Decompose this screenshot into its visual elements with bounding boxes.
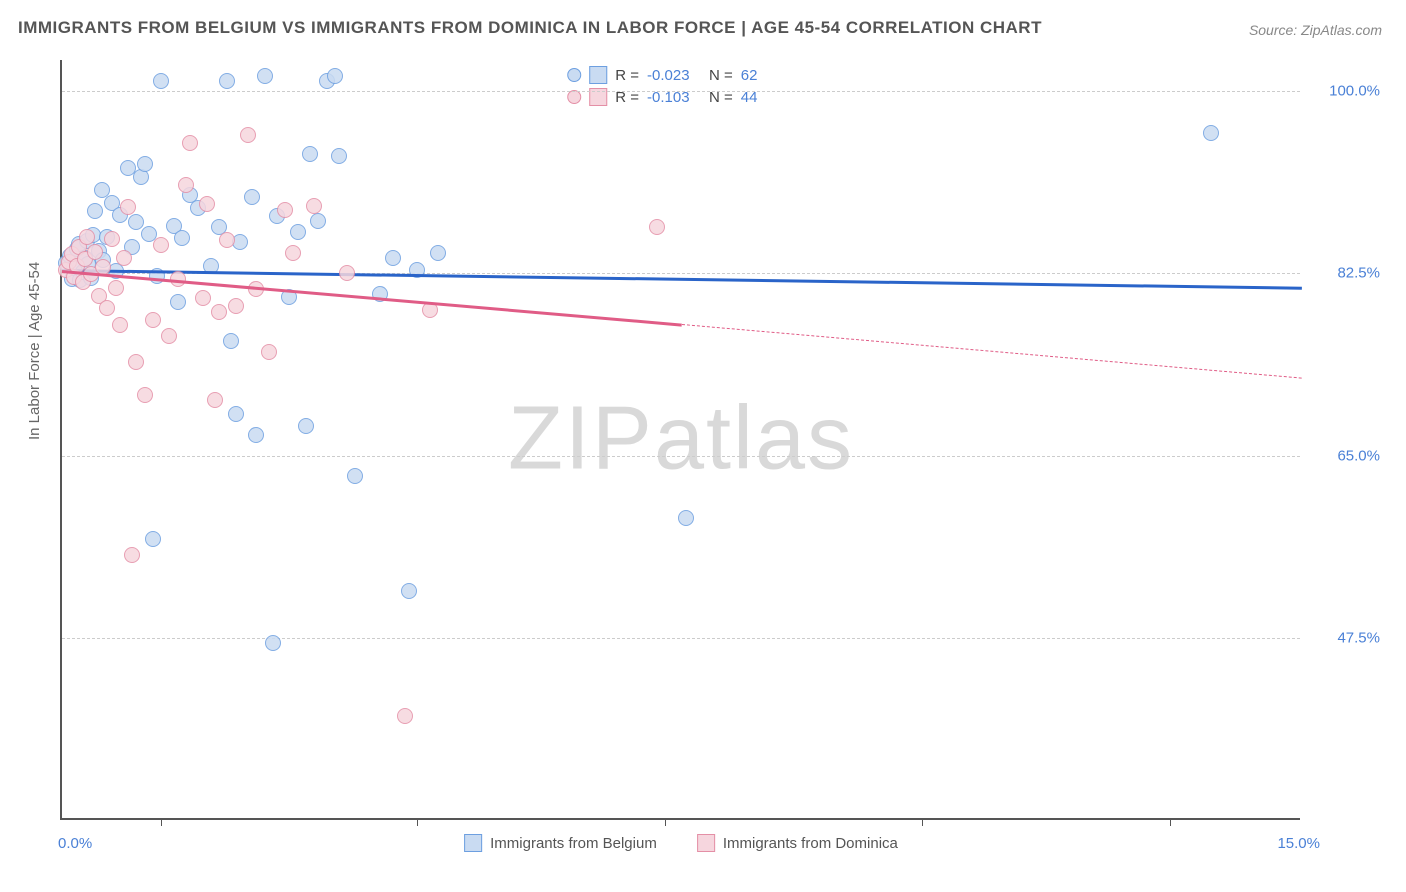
watermark-bold: ZIP bbox=[508, 389, 654, 489]
data-point bbox=[649, 219, 665, 235]
plot-area: ZIPatlas R =-0.023N =62R =-0.103N =44 Im… bbox=[60, 60, 1300, 820]
data-point bbox=[261, 344, 277, 360]
y-tick-label: 65.0% bbox=[1310, 447, 1380, 464]
watermark: ZIPatlas bbox=[508, 388, 854, 491]
legend-series-item: Immigrants from Belgium bbox=[464, 834, 657, 852]
gridline bbox=[62, 91, 1300, 92]
data-point bbox=[207, 392, 223, 408]
data-point bbox=[112, 317, 128, 333]
legend-square-icon bbox=[589, 66, 607, 84]
data-point bbox=[430, 245, 446, 261]
data-point bbox=[153, 73, 169, 89]
y-axis-label: In Labor Force | Age 45-54 bbox=[26, 262, 43, 440]
data-point bbox=[170, 294, 186, 310]
data-point bbox=[137, 156, 153, 172]
data-point bbox=[87, 244, 103, 260]
data-point bbox=[79, 229, 95, 245]
data-point bbox=[248, 427, 264, 443]
data-point bbox=[87, 203, 103, 219]
legend-series-item: Immigrants from Dominica bbox=[697, 834, 898, 852]
data-point bbox=[257, 68, 273, 84]
gridline bbox=[62, 638, 1300, 639]
legend-series-label: Immigrants from Belgium bbox=[490, 835, 657, 852]
data-point bbox=[228, 406, 244, 422]
chart-title: IMMIGRANTS FROM BELGIUM VS IMMIGRANTS FR… bbox=[18, 18, 1042, 38]
data-point bbox=[124, 547, 140, 563]
data-point bbox=[1203, 125, 1219, 141]
data-point bbox=[145, 312, 161, 328]
data-point bbox=[302, 146, 318, 162]
source-prefix: Source: bbox=[1249, 22, 1301, 38]
n-value: 62 bbox=[741, 67, 795, 84]
legend-stat-row: R =-0.103N =44 bbox=[567, 86, 795, 108]
data-point bbox=[161, 328, 177, 344]
n-label: N = bbox=[709, 67, 733, 84]
data-point bbox=[401, 583, 417, 599]
data-point bbox=[182, 135, 198, 151]
data-point bbox=[128, 354, 144, 370]
data-point bbox=[145, 531, 161, 547]
data-point bbox=[244, 189, 260, 205]
data-point bbox=[219, 73, 235, 89]
data-point bbox=[240, 127, 256, 143]
y-tick-label: 82.5% bbox=[1310, 265, 1380, 282]
data-point bbox=[108, 280, 124, 296]
data-point bbox=[285, 245, 301, 261]
legend-square-icon bbox=[697, 834, 715, 852]
data-point bbox=[347, 468, 363, 484]
data-point bbox=[178, 177, 194, 193]
data-point bbox=[385, 250, 401, 266]
data-point bbox=[277, 202, 293, 218]
legend-stats: R = -0.023 N = 62 R =-0.103N =44 bbox=[559, 60, 803, 112]
legend-series-label: Immigrants from Dominica bbox=[723, 835, 898, 852]
data-point bbox=[153, 237, 169, 253]
data-point bbox=[298, 418, 314, 434]
data-point bbox=[265, 635, 281, 651]
x-tick bbox=[1170, 818, 1171, 826]
gridline bbox=[62, 456, 1300, 457]
data-point bbox=[397, 708, 413, 724]
data-point bbox=[219, 232, 235, 248]
legend-stat-row: R = -0.023 N = 62 bbox=[567, 64, 795, 86]
source-link[interactable]: ZipAtlas.com bbox=[1301, 22, 1382, 38]
data-point bbox=[228, 298, 244, 314]
data-point bbox=[310, 213, 326, 229]
y-tick-label: 100.0% bbox=[1310, 83, 1380, 100]
data-point bbox=[306, 198, 322, 214]
regression-line bbox=[682, 324, 1302, 379]
legend-series: Immigrants from Belgium Immigrants from D… bbox=[464, 834, 898, 852]
watermark-thin: atlas bbox=[654, 389, 854, 489]
x-tick bbox=[417, 818, 418, 826]
x-tick bbox=[922, 818, 923, 826]
legend-marker-icon bbox=[567, 68, 581, 82]
data-point bbox=[331, 148, 347, 164]
data-point bbox=[116, 250, 132, 266]
data-point bbox=[327, 68, 343, 84]
r-label: R = bbox=[615, 67, 639, 84]
data-point bbox=[104, 231, 120, 247]
data-point bbox=[174, 230, 190, 246]
data-point bbox=[290, 224, 306, 240]
data-point bbox=[339, 265, 355, 281]
data-point bbox=[195, 290, 211, 306]
data-point bbox=[199, 196, 215, 212]
source-attribution: Source: ZipAtlas.com bbox=[1249, 22, 1382, 38]
data-point bbox=[99, 300, 115, 316]
legend-square-icon bbox=[464, 834, 482, 852]
data-point bbox=[223, 333, 239, 349]
y-tick-label: 47.5% bbox=[1310, 629, 1380, 646]
data-point bbox=[137, 387, 153, 403]
x-min-label: 0.0% bbox=[58, 835, 92, 852]
data-point bbox=[678, 510, 694, 526]
x-tick bbox=[161, 818, 162, 826]
data-point bbox=[120, 199, 136, 215]
x-max-label: 15.0% bbox=[1277, 835, 1320, 852]
x-tick bbox=[665, 818, 666, 826]
data-point bbox=[211, 304, 227, 320]
r-value: -0.023 bbox=[647, 67, 701, 84]
